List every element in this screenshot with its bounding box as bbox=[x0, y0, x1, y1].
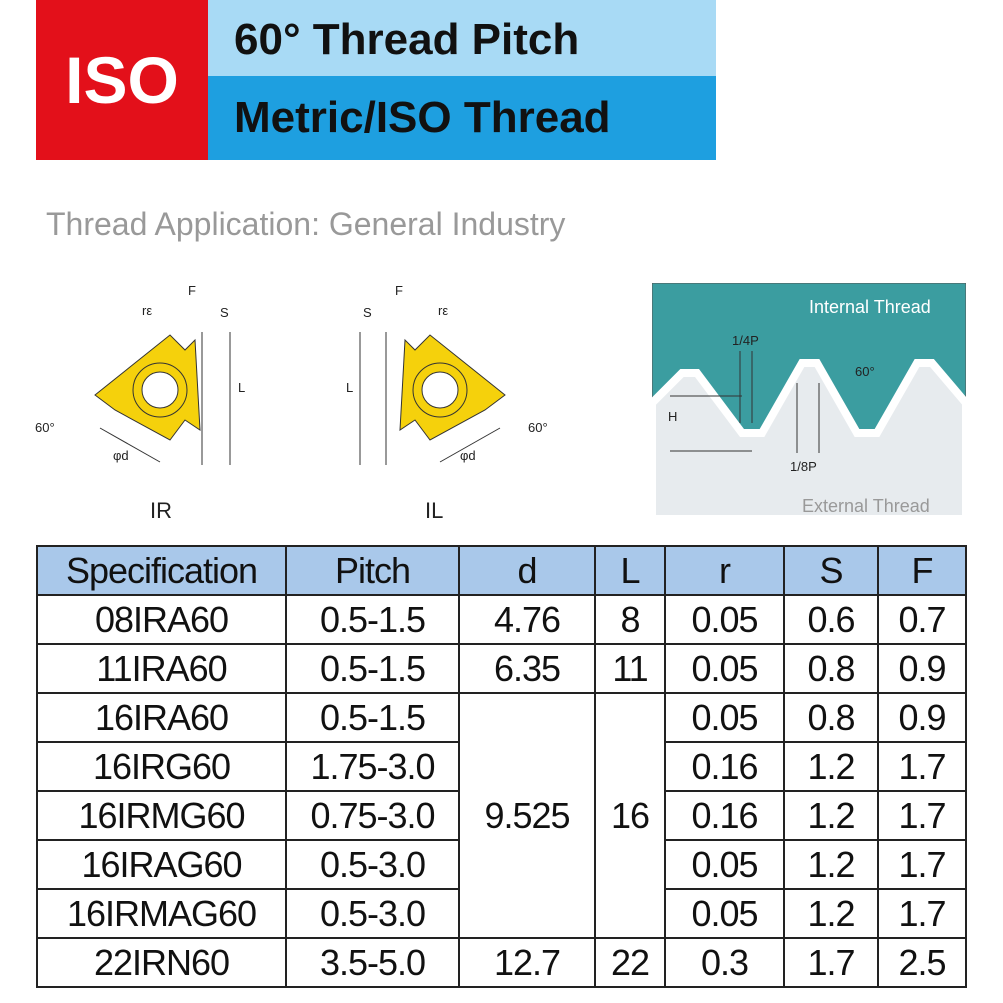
table-cell: 1.7 bbox=[877, 839, 967, 890]
table-cell: 22 bbox=[594, 937, 666, 988]
header-cell: r bbox=[664, 545, 785, 596]
table-cell: 1.75-3.0 bbox=[285, 741, 460, 792]
table-cell: 0.6 bbox=[783, 594, 879, 645]
table-cell: 0.5-3.0 bbox=[285, 839, 460, 890]
table-cell: 8 bbox=[594, 594, 666, 645]
table-row: 16IRA60 0.5-1.5 9.525 16 0.05 0.8 0.9 bbox=[36, 692, 967, 939]
table-body: 08IRA60 0.5-1.5 4.76 8 0.05 0.6 0.7 11IRA60 0.5-… bbox=[36, 594, 967, 988]
table-cell: 6.35 bbox=[458, 643, 596, 694]
table-cell: 0.5-1.5 bbox=[285, 594, 460, 645]
table-cell: 16 bbox=[594, 692, 666, 939]
table-cell: 1.7 bbox=[877, 741, 967, 792]
label: L bbox=[346, 380, 353, 395]
table-cell: 9.525 bbox=[458, 692, 596, 939]
table-cell: 16IRG60 bbox=[36, 741, 287, 792]
thread-diagram: Internal Thread 1/4P 60° H 1/8P External… bbox=[652, 283, 966, 519]
table-cell: 0.8 bbox=[783, 692, 879, 743]
header-cell: Specification bbox=[36, 545, 287, 596]
label: 1/4P bbox=[732, 333, 759, 348]
table-cell: 0.16 bbox=[664, 790, 785, 841]
title: 60° Thread Pitch bbox=[208, 0, 716, 76]
table-cell: 1.2 bbox=[783, 741, 879, 792]
table-cell: 16IRMAG60 bbox=[36, 888, 287, 939]
table-cell: 0.3 bbox=[664, 937, 785, 988]
caption: IL bbox=[425, 498, 443, 523]
caption: IR bbox=[150, 498, 172, 523]
table-cell: 16IRA60 bbox=[36, 692, 287, 743]
label: F bbox=[188, 283, 196, 298]
table-row: 08IRA60 0.5-1.5 4.76 8 0.05 0.6 0.7 bbox=[36, 594, 967, 645]
table-cell: 0.05 bbox=[664, 692, 785, 743]
table-cell: 0.75-3.0 bbox=[285, 790, 460, 841]
il-diagram: rε F S L 60° φd IL bbox=[346, 283, 548, 523]
label: S bbox=[220, 305, 229, 320]
label: Internal Thread bbox=[809, 297, 931, 317]
table-cell: 4.76 bbox=[458, 594, 596, 645]
table-cell: 11 bbox=[594, 643, 666, 694]
label: S bbox=[363, 305, 372, 320]
table-cell: 0.5-3.0 bbox=[285, 888, 460, 939]
label: H bbox=[668, 409, 677, 424]
table-row: 16IRMAG60 0.5-3.0 0.05 1.2 1.7 bbox=[36, 888, 967, 939]
ir-diagram: rε F S L 60° φd IR bbox=[35, 283, 245, 523]
label: rε bbox=[142, 303, 152, 318]
table-cell: 0.16 bbox=[664, 741, 785, 792]
header-cell: L bbox=[594, 545, 666, 596]
table-cell: 1.2 bbox=[783, 888, 879, 939]
table-cell: 11IRA60 bbox=[36, 643, 287, 694]
badge: ISO bbox=[36, 0, 208, 160]
header-cell: S bbox=[783, 545, 879, 596]
table-cell: 3.5-5.0 bbox=[285, 937, 460, 988]
table-cell: 08IRA60 bbox=[36, 594, 287, 645]
application: Thread Application: General Industry bbox=[46, 206, 566, 242]
table-cell: 1.7 bbox=[783, 937, 879, 988]
label: rε bbox=[438, 303, 448, 318]
table-row: 16IRMG60 0.75-3.0 0.16 1.2 1.7 bbox=[36, 790, 967, 841]
header-cell: Pitch bbox=[285, 545, 460, 596]
label: φd bbox=[113, 448, 129, 463]
table-cell: 22IRN60 bbox=[36, 937, 287, 988]
label: 60° bbox=[855, 364, 875, 379]
table-cell: 0.5-1.5 bbox=[285, 692, 460, 743]
label: L bbox=[238, 380, 245, 395]
label: 60° bbox=[35, 420, 55, 435]
table-row: 16IRAG60 0.5-3.0 0.05 1.2 1.7 bbox=[36, 839, 967, 890]
label: External Thread bbox=[802, 496, 930, 516]
table-cell: 12.7 bbox=[458, 937, 596, 988]
label: φd bbox=[460, 448, 476, 463]
table-cell: 0.8 bbox=[783, 643, 879, 694]
table-cell: 16IRMG60 bbox=[36, 790, 287, 841]
header-cell: d bbox=[458, 545, 596, 596]
table-cell: 0.05 bbox=[664, 839, 785, 890]
table-cell: 16IRAG60 bbox=[36, 839, 287, 890]
table-cell: 0.7 bbox=[877, 594, 967, 645]
table-cell: 1.7 bbox=[877, 790, 967, 841]
header-cell: F bbox=[877, 545, 967, 596]
label: 1/8P bbox=[790, 459, 817, 474]
subtitle: Metric/ISO Thread bbox=[208, 76, 716, 160]
table-cell: 1.2 bbox=[783, 790, 879, 841]
table-row: 22IRN60 3.5-5.0 12.7 22 0.3 1.7 2.5 bbox=[36, 937, 967, 988]
table-cell: 0.05 bbox=[664, 594, 785, 645]
table-cell: 0.5-1.5 bbox=[285, 643, 460, 694]
label: F bbox=[395, 283, 403, 298]
table-cell: 0.05 bbox=[664, 643, 785, 694]
table-cell: 2.5 bbox=[877, 937, 967, 988]
table-row: 11IRA60 0.5-1.5 6.35 11 0.05 0.8 0.9 bbox=[36, 643, 967, 694]
table-cell: 0.05 bbox=[664, 888, 785, 939]
table-cell: 1.7 bbox=[877, 888, 967, 939]
table-cell: 0.9 bbox=[877, 643, 967, 694]
insert-diagrams: rε F S L 60° φd IR rε F S L 60° φd IL bbox=[35, 283, 548, 523]
table-row: 16IRG60 1.75-3.0 0.16 1.2 1.7 bbox=[36, 741, 967, 792]
label: 60° bbox=[528, 420, 548, 435]
table-cell: 0.9 bbox=[877, 692, 967, 743]
table-cell: 1.2 bbox=[783, 839, 879, 890]
